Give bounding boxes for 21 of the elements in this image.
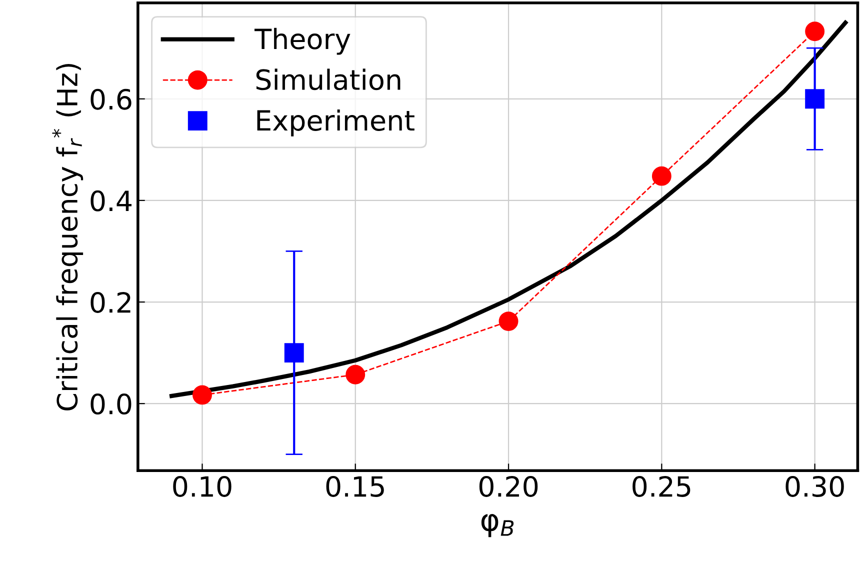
x-axis-title: φ$_{B}$	[481, 514, 514, 538]
x-tick-label: 0.20	[479, 476, 538, 497]
x-tick-label: 0.25	[632, 476, 690, 497]
point	[652, 166, 672, 186]
point	[346, 364, 366, 384]
point	[192, 385, 212, 405]
y-tick-label: 0.6	[90, 88, 132, 110]
point	[805, 22, 825, 42]
y-tick-label: 0.2	[90, 292, 130, 313]
point	[498, 312, 518, 332]
point	[284, 343, 304, 363]
point	[805, 89, 825, 109]
x-tick-label: 0.10	[173, 476, 232, 497]
y-tick-label: 0.4	[90, 190, 132, 212]
y-tick-label: 0.0	[90, 394, 132, 415]
x-tick-label: 0.30	[786, 476, 844, 497]
x-tick-label: 0.15	[326, 476, 384, 497]
legend-label: Theory	[254, 28, 350, 55]
legend-label: Simulation	[256, 68, 400, 90]
legend-label: Experiment	[257, 109, 414, 136]
y-axis-title: Critical frequency f$_{r}$$^{*}$ (Hz)	[52, 64, 84, 410]
